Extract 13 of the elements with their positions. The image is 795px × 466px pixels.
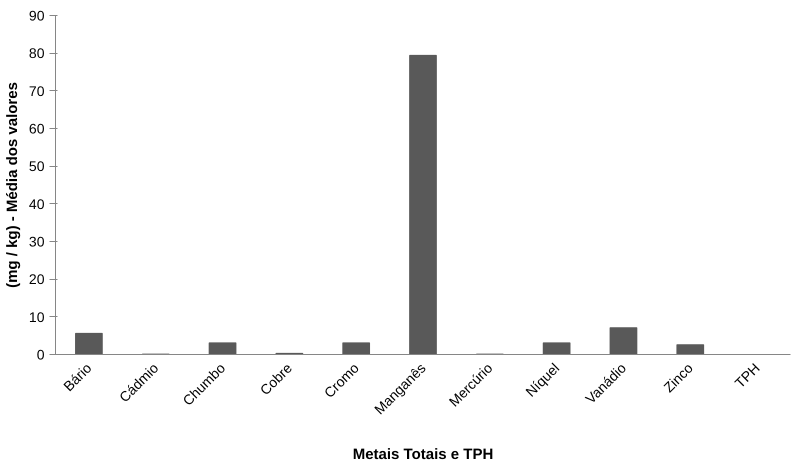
y-tick-label: 40 [28, 196, 45, 212]
x-tick-label: TPH [732, 360, 763, 391]
y-tick-label: 10 [28, 308, 45, 325]
y-tick-label: 30 [28, 234, 45, 250]
y-tick-label: 60 [28, 120, 45, 136]
y-tick-label: 90 [28, 8, 45, 24]
y-tick-label: 0 [36, 346, 45, 362]
y-tick-label: 50 [28, 158, 45, 174]
x-axis-title: Metais Totais e TPH [352, 446, 494, 464]
y-tick-label: 80 [28, 45, 45, 62]
y-axis-title: (mg / kg) - Média dos valores [4, 82, 21, 288]
y-tick-label: 70 [28, 82, 45, 99]
y-tick-label: 20 [28, 271, 45, 288]
